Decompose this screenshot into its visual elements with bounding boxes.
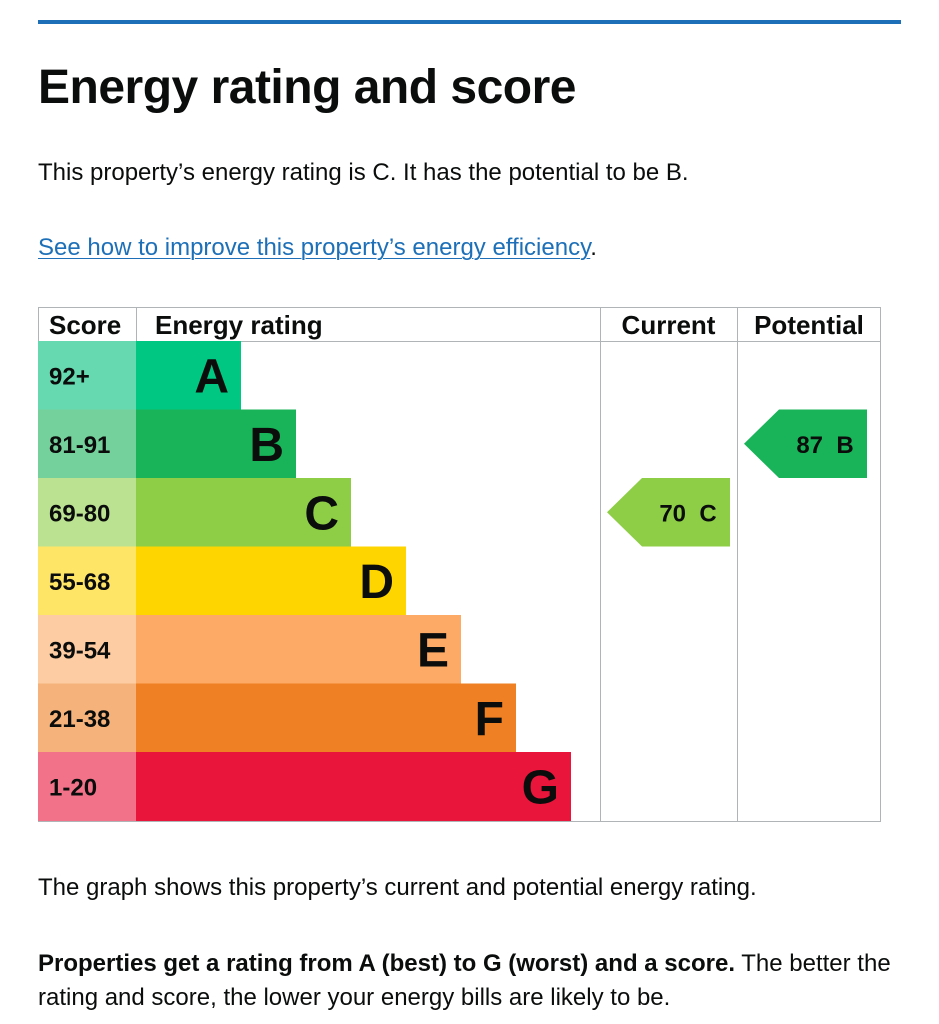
rating-letter-f: F: [475, 693, 504, 746]
link-suffix: .: [590, 234, 597, 261]
score-cell-b: [38, 409, 136, 479]
rating-letter-e: E: [417, 624, 449, 677]
score-cell-d: [38, 546, 136, 616]
rating-bar-e: [136, 615, 461, 684]
potential-rating-arrow: [744, 409, 867, 478]
improve-link-line: See how to improve this property’s energ…: [38, 232, 597, 264]
rating-letter-b: B: [249, 419, 284, 472]
score-range-b: 81-91: [49, 432, 110, 459]
rating-bar-c: [136, 478, 351, 547]
score-range-c: 69-80: [49, 500, 110, 527]
score-cell-c: [38, 478, 136, 547]
intro-text: This property’s energy rating is C. It h…: [38, 159, 689, 186]
current-rating-arrow-label: 70 C: [659, 500, 716, 527]
current-rating-arrow: [607, 478, 730, 547]
score-range-g: 1-20: [49, 774, 97, 801]
rating-bar-a: [136, 341, 241, 410]
score-range-d: 55-68: [49, 569, 110, 596]
score-range-e: 39-54: [49, 637, 111, 664]
energy-rating-header: Energy rating: [155, 310, 323, 340]
graph-note: The graph shows this property’s current …: [38, 874, 757, 901]
rating-bar-f: [136, 683, 516, 753]
current-header: Current: [622, 310, 716, 340]
score-range-f: 21-38: [49, 706, 110, 733]
score-cell-e: [38, 615, 136, 684]
score-header: Score: [49, 310, 121, 340]
rating-bar-g: [136, 752, 571, 821]
rating-letter-a: A: [194, 350, 229, 403]
improve-efficiency-link[interactable]: See how to improve this property’s energ…: [38, 234, 591, 261]
score-cell-f: [38, 683, 136, 753]
top-rule: [38, 20, 901, 24]
rating-letter-d: D: [359, 556, 394, 609]
score-range-a: 92+: [49, 363, 90, 390]
ratings-note: Properties get a rating from A (best) to…: [38, 947, 898, 1015]
rating-bar-b: [136, 409, 296, 479]
potential-rating-arrow-label: 87 B: [796, 432, 853, 459]
page-title: Energy rating and score: [38, 61, 577, 114]
rating-letter-c: C: [304, 487, 339, 540]
rating-letter-g: G: [522, 761, 559, 814]
energy-rating-chart: Score Energy rating Current Potential 92+ A 81…: [38, 307, 881, 822]
ratings-note-bold: Properties get a rating from A (best) to…: [38, 950, 735, 977]
rating-bar-d: [136, 546, 406, 616]
score-cell-a: [38, 341, 136, 410]
score-cell-g: [38, 752, 136, 821]
potential-header: Potential: [754, 310, 864, 340]
ratings-note-rest: The better the rating and score, the low…: [38, 950, 891, 1011]
